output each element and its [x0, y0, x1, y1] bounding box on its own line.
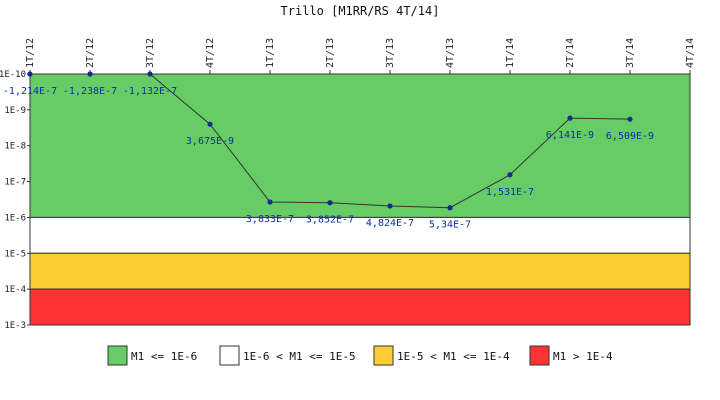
x-tick-label: 3T/13 — [385, 38, 396, 68]
data-point — [267, 199, 273, 205]
data-point — [627, 116, 633, 122]
y-tick-label: 1E-7 — [4, 178, 26, 188]
legend-swatch — [373, 345, 394, 366]
data-labels: -1,214E-7 -1,238E-7 -1,132E-7 3,675E-9 3,833… — [3, 86, 654, 231]
data-point — [567, 115, 573, 121]
legend: M1 <= 1E-6 1E-6 < M1 <= 1E-5 1E-5 < M1 <= … — [107, 345, 613, 366]
data-point — [207, 121, 213, 127]
x-tick-label: 3T/12 — [145, 38, 156, 68]
series — [27, 71, 633, 211]
band-3 — [29, 288, 691, 326]
data-label: 6,141E-9 — [546, 130, 594, 141]
x-tick-label: 4T/14 — [685, 38, 696, 68]
legend-swatch — [529, 345, 550, 366]
data-label: 3,833E-7 — [246, 214, 294, 225]
x-tick-label: 4T/12 — [205, 38, 216, 68]
x-tick-label: 2T/14 — [565, 38, 576, 68]
data-label: 3,852E-7 — [306, 215, 354, 226]
legend-label: 1E-6 < M1 <= 1E-5 — [243, 350, 356, 363]
data-label: 4,824E-7 — [366, 218, 414, 229]
y-tick-label: 1E-3 — [4, 321, 26, 331]
legend-label: M1 > 1E-4 — [553, 350, 613, 363]
data-point — [327, 200, 333, 206]
x-tick-label: 3T/14 — [625, 38, 636, 68]
x-tick-label: 1T/14 — [505, 38, 516, 68]
legend-item: 1E-5 < M1 <= 1E-4 — [373, 345, 510, 366]
data-label: 3,675E-9 — [186, 136, 234, 147]
band-0 — [29, 73, 691, 218]
data-point — [507, 172, 513, 178]
x-tick-label: 1T/13 — [265, 38, 276, 68]
x-axis: 1T/12 2T/12 3T/12 4T/12 1T/13 2T/13 3T/13 4T/13… — [25, 38, 696, 74]
data-point — [387, 203, 393, 209]
legend-swatch — [107, 345, 128, 366]
y-tick-label: 1E-8 — [4, 142, 26, 152]
legend-item: M1 > 1E-4 — [529, 345, 613, 366]
data-label: -1,132E-7 — [123, 86, 177, 97]
legend-label: 1E-5 < M1 <= 1E-4 — [397, 350, 510, 363]
y-tick-label: 1E-9 — [4, 106, 26, 116]
data-label: -1,238E-7 — [63, 86, 117, 97]
data-label: 6,509E-9 — [606, 131, 654, 142]
chart-title: Trillo [M1RR/RS 4T/14] — [281, 4, 440, 18]
band-1 — [29, 216, 691, 254]
legend-swatch — [219, 345, 240, 366]
y-axis: 1E-10 1E-9 1E-8 1E-7 1E-6 1E-5 1E-4 1E-3 — [0, 70, 30, 331]
data-point — [447, 205, 453, 211]
y-tick-label: 1E-6 — [4, 213, 26, 223]
y-tick-label: 1E-5 — [4, 249, 26, 259]
plot-frame — [29, 73, 691, 326]
data-label: -1,214E-7 — [3, 86, 57, 97]
y-tick-label: 1E-10 — [0, 70, 26, 80]
data-label: 5,34E-7 — [429, 220, 471, 231]
y-tick-label: 1E-4 — [4, 285, 26, 295]
data-point — [27, 71, 33, 77]
data-label: 1,531E-7 — [486, 187, 534, 198]
x-tick-label: 4T/13 — [445, 38, 456, 68]
x-tick-label: 2T/12 — [85, 38, 96, 68]
x-tick-label: 2T/13 — [325, 38, 336, 68]
data-point — [147, 71, 153, 77]
data-point — [87, 71, 93, 77]
x-tick-label: 1T/12 — [25, 38, 36, 68]
risk-bands — [29, 73, 691, 326]
legend-item: 1E-6 < M1 <= 1E-5 — [219, 345, 356, 366]
legend-item: M1 <= 1E-6 — [107, 345, 197, 366]
legend-label: M1 <= 1E-6 — [131, 350, 197, 363]
band-2 — [29, 252, 691, 290]
